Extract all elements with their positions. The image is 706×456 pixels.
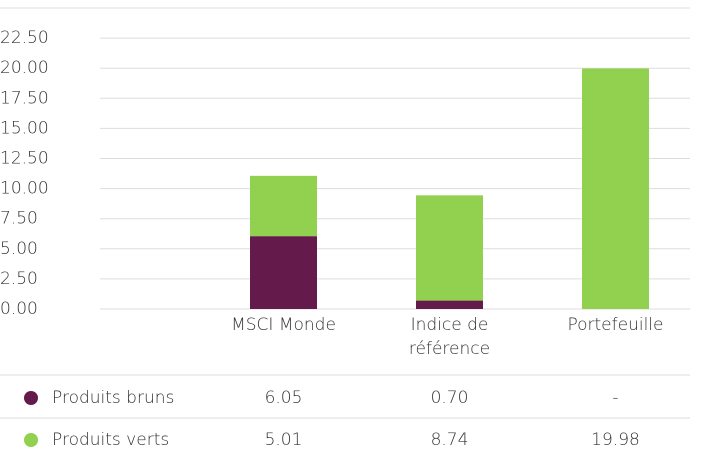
x-tick-label: MSCI Monde: [231, 315, 336, 335]
value-label: 0.70: [431, 388, 469, 408]
bar-segment: [250, 236, 317, 309]
y-tick-label: 12.50: [0, 149, 49, 169]
x-tick-label-box: Indice de référence: [408, 315, 491, 359]
legend-label: Produits verts: [52, 430, 169, 450]
value-label: -: [612, 388, 618, 408]
y-tick-label: 22.50: [0, 28, 49, 48]
x-tick-label: Portefeuille: [567, 315, 664, 335]
legend-label: Produits bruns: [52, 388, 174, 408]
bar-segment: [416, 300, 483, 309]
legend-marker: [24, 433, 38, 447]
y-tick-label: 2.50: [0, 269, 38, 289]
y-tick-label: 17.50: [0, 88, 49, 108]
legend-marker: [24, 391, 38, 405]
bar-segment: [416, 195, 483, 301]
y-tick-label: 5.00: [0, 239, 38, 259]
y-tick-label: 10.00: [0, 179, 49, 199]
x-tick-label-box: Portefeuille: [567, 315, 664, 335]
bar-segment: [582, 68, 649, 310]
x-tick-label-box: MSCI Monde: [231, 315, 336, 335]
value-label: 5.01: [265, 430, 303, 450]
value-label: 6.05: [265, 388, 303, 408]
value-label: 19.98: [591, 430, 640, 450]
y-tick-label: 7.50: [0, 209, 38, 229]
bar-segment: [250, 175, 317, 237]
value-label: 8.74: [431, 430, 469, 450]
y-tick-label: 0.00: [0, 299, 38, 319]
y-tick-label: 20.00: [0, 58, 49, 78]
y-tick-label: 15.00: [0, 118, 49, 138]
x-tick-label: Indice de référence: [408, 315, 491, 359]
